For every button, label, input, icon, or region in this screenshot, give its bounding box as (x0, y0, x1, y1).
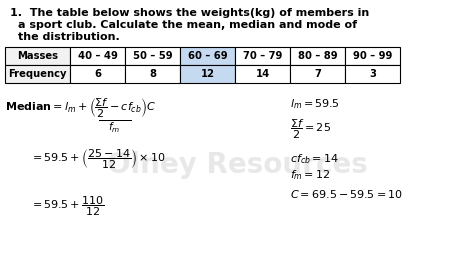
Text: $= 59.5 + \dfrac{110}{12}$: $= 59.5 + \dfrac{110}{12}$ (30, 195, 105, 218)
Bar (70, 65, 125, 83)
Text: $f_m = 12$: $f_m = 12$ (290, 168, 330, 182)
Text: Frequency: Frequency (8, 69, 67, 79)
Text: $l_m = 59.5$: $l_m = 59.5$ (290, 97, 340, 111)
Bar (180, 47, 235, 65)
Bar (125, 47, 180, 65)
Bar (180, 65, 235, 83)
Bar (235, 47, 290, 65)
Text: 70 – 79: 70 – 79 (243, 51, 282, 61)
Text: $= 59.5 + \left(\dfrac{25 - 14}{12}\right) \times 10$: $= 59.5 + \left(\dfrac{25 - 14}{12}\righ… (30, 148, 166, 172)
Text: $\mathbf{Median} = l_m +\left(\dfrac{\Sigma f}{2} - cf_{cb}\right)C$: $\mathbf{Median} = l_m +\left(\dfrac{\Si… (5, 97, 156, 120)
Bar (70, 47, 125, 65)
Text: $C = 69.5 - 59.5 = 10$: $C = 69.5 - 59.5 = 10$ (290, 188, 403, 200)
Text: 8: 8 (149, 69, 156, 79)
Text: 7: 7 (314, 69, 321, 79)
Bar (5, 47, 70, 65)
Text: 1.  The table below shows the weights(kg) of members in: 1. The table below shows the weights(kg)… (10, 8, 369, 18)
Bar (125, 65, 180, 83)
Text: 50 – 59: 50 – 59 (133, 51, 173, 61)
Bar (345, 47, 400, 65)
Bar (290, 47, 345, 65)
Text: $\dfrac{\Sigma f}{2} = 25$: $\dfrac{\Sigma f}{2} = 25$ (290, 118, 331, 142)
Text: 3: 3 (369, 69, 376, 79)
Text: 14: 14 (255, 69, 270, 79)
Text: Olney Resources: Olney Resources (107, 151, 367, 179)
Bar (290, 65, 345, 83)
Text: 90 – 99: 90 – 99 (353, 51, 392, 61)
Text: 40 – 49: 40 – 49 (78, 51, 118, 61)
Bar (235, 65, 290, 83)
Text: 12: 12 (201, 69, 215, 79)
Text: the distribution.: the distribution. (18, 32, 120, 42)
Text: $\overline{\quad f_m \quad}$: $\overline{\quad f_m \quad}$ (99, 118, 132, 135)
Text: 6: 6 (94, 69, 101, 79)
Text: Masses: Masses (17, 51, 58, 61)
Text: a sport club. Calculate the mean, median and mode of: a sport club. Calculate the mean, median… (18, 20, 357, 30)
Text: $cf_{cb} = 14$: $cf_{cb} = 14$ (290, 152, 339, 166)
Bar (345, 65, 400, 83)
Text: 60 – 69: 60 – 69 (188, 51, 228, 61)
Text: 80 – 89: 80 – 89 (298, 51, 337, 61)
Bar (5, 65, 70, 83)
